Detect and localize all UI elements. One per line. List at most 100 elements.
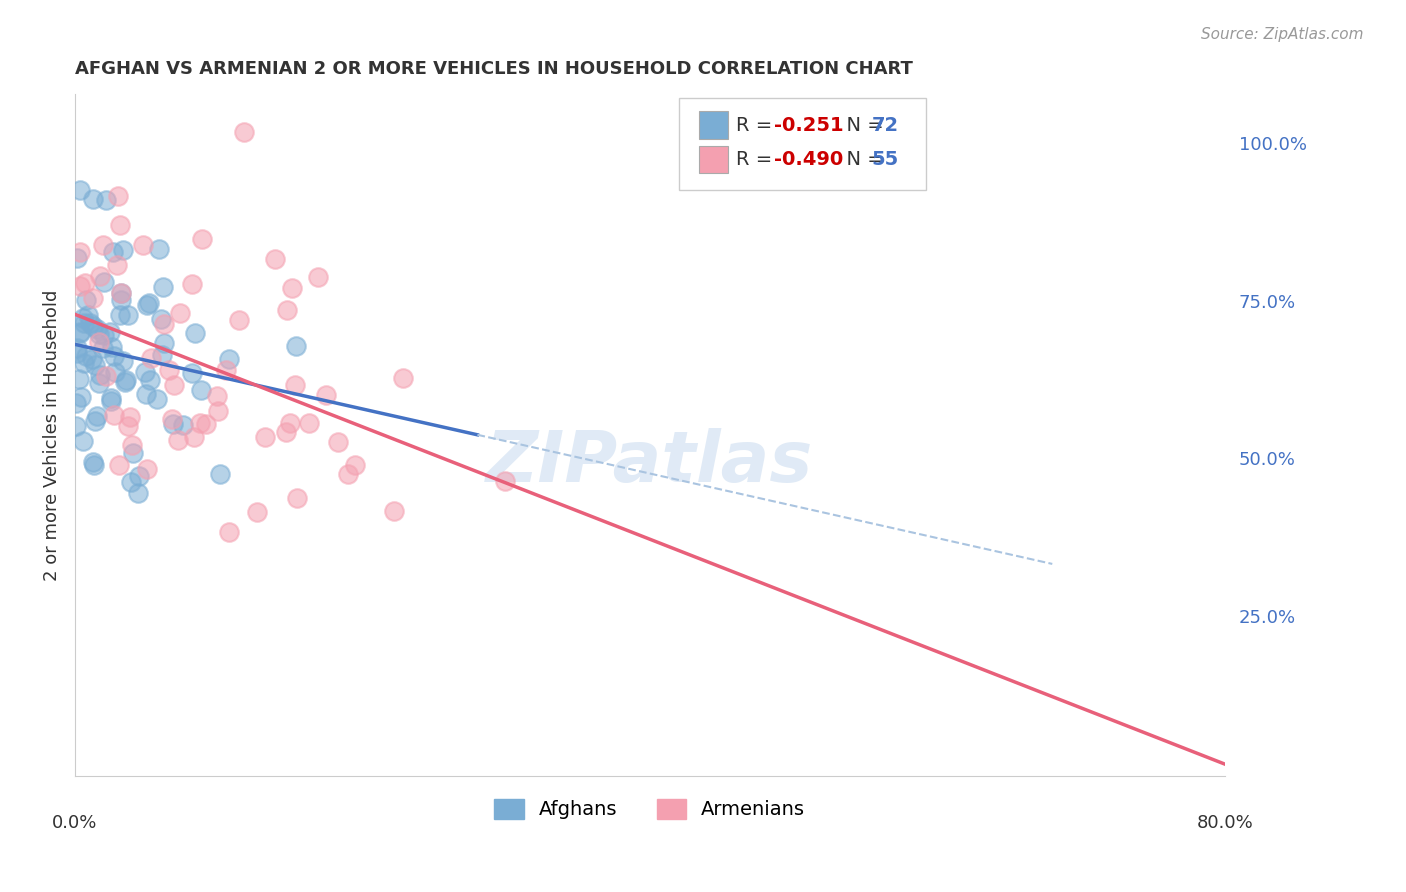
Point — [132, 237, 155, 252]
Point — [89, 269, 111, 284]
Text: Source: ZipAtlas.com: Source: ZipAtlas.com — [1201, 27, 1364, 42]
Point — [82, 455, 104, 469]
Point — [82, 351, 104, 366]
Point — [94, 368, 117, 383]
FancyBboxPatch shape — [699, 112, 728, 138]
Point — [139, 351, 162, 365]
Point — [190, 383, 212, 397]
Text: N =: N = — [834, 150, 890, 169]
Point — [101, 340, 124, 354]
Point — [83, 358, 105, 372]
Text: 50.0%: 50.0% — [1239, 451, 1295, 469]
Point — [111, 243, 134, 257]
Point — [276, 303, 298, 318]
Point — [128, 469, 150, 483]
Point — [65, 396, 87, 410]
Point — [72, 434, 94, 448]
Point — [152, 280, 174, 294]
Point — [246, 505, 269, 519]
Point — [254, 430, 277, 444]
Point — [135, 298, 157, 312]
Point — [66, 346, 89, 360]
Point — [69, 326, 91, 341]
Point — [108, 308, 131, 322]
Point — [110, 293, 132, 307]
Point — [135, 387, 157, 401]
Point — [89, 335, 111, 350]
Point — [138, 295, 160, 310]
Point — [110, 286, 132, 301]
Point — [69, 279, 91, 293]
Point — [84, 414, 107, 428]
Text: -0.490: -0.490 — [775, 150, 844, 169]
Point — [104, 365, 127, 379]
Text: -0.251: -0.251 — [775, 116, 844, 135]
Point — [150, 348, 173, 362]
Point — [228, 313, 250, 327]
Point — [169, 306, 191, 320]
Text: AFGHAN VS ARMENIAN 2 OR MORE VEHICLES IN HOUSEHOLD CORRELATION CHART: AFGHAN VS ARMENIAN 2 OR MORE VEHICLES IN… — [75, 60, 912, 78]
Point — [122, 445, 145, 459]
Point — [152, 336, 174, 351]
Point — [181, 277, 204, 291]
Point — [264, 252, 287, 267]
Point — [191, 232, 214, 246]
Point — [284, 378, 307, 392]
Point — [281, 281, 304, 295]
Text: 100.0%: 100.0% — [1239, 136, 1306, 154]
Point — [184, 326, 207, 341]
Point — [87, 327, 110, 342]
Point — [494, 474, 516, 488]
Text: ZIPatlas: ZIPatlas — [486, 428, 814, 497]
Point — [162, 417, 184, 431]
Text: 75.0%: 75.0% — [1239, 293, 1296, 311]
Point — [181, 366, 204, 380]
Point — [103, 245, 125, 260]
Point — [75, 349, 97, 363]
Point — [89, 376, 111, 390]
Point — [172, 417, 194, 432]
Point — [218, 351, 240, 366]
Point — [75, 293, 97, 307]
Point — [336, 467, 359, 482]
Point — [163, 377, 186, 392]
Point — [94, 193, 117, 207]
Point — [127, 485, 149, 500]
Point — [146, 392, 169, 406]
Point — [103, 350, 125, 364]
Point — [67, 372, 90, 386]
Point — [148, 242, 170, 256]
Point — [82, 319, 104, 334]
Point — [157, 362, 180, 376]
Point — [107, 188, 129, 202]
Point — [121, 438, 143, 452]
Point — [344, 458, 367, 472]
Text: 25.0%: 25.0% — [1239, 609, 1296, 627]
Point — [103, 408, 125, 422]
Point — [91, 341, 114, 355]
Point — [162, 411, 184, 425]
Text: 55: 55 — [872, 150, 898, 169]
Text: 80.0%: 80.0% — [1197, 814, 1253, 832]
Point — [100, 392, 122, 406]
Point — [382, 504, 405, 518]
Point — [195, 417, 218, 432]
Point — [110, 286, 132, 301]
Point — [82, 292, 104, 306]
Point — [209, 467, 232, 481]
Point — [73, 276, 96, 290]
Text: 0.0%: 0.0% — [52, 814, 97, 832]
Point — [205, 389, 228, 403]
Text: R =: R = — [737, 150, 779, 169]
Point — [93, 275, 115, 289]
Point — [117, 419, 139, 434]
Point — [86, 409, 108, 423]
Point — [69, 244, 91, 259]
Point — [69, 325, 91, 339]
Point — [69, 183, 91, 197]
FancyBboxPatch shape — [699, 145, 728, 173]
Y-axis label: 2 or more Vehicles in Household: 2 or more Vehicles in Household — [44, 289, 60, 581]
Point — [114, 375, 136, 389]
Point — [76, 309, 98, 323]
Point — [65, 418, 87, 433]
